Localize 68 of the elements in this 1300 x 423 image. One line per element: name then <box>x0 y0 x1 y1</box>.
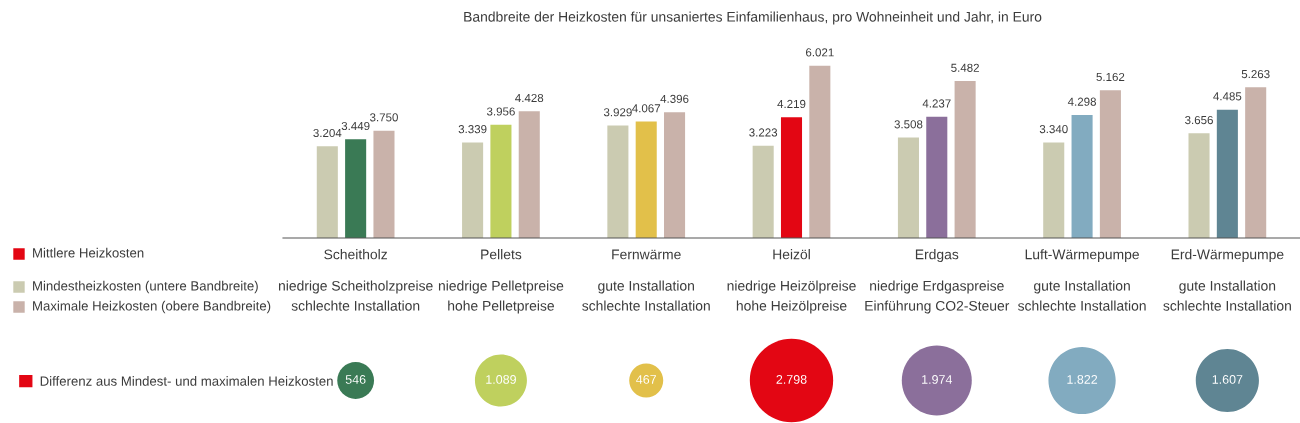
data-label: 3.339 <box>458 125 487 134</box>
data-label: 1.822 <box>1067 375 1098 384</box>
text: niedrige Pelletpreise hohe Pelletpreise <box>438 280 564 314</box>
text: niedrige Scheitholzpreise schlechte Installation <box>278 280 433 311</box>
x-tick-label: Erd-Wärmepumpe <box>1171 249 1284 263</box>
text: niedrige Heizölpreise hohe Heizölpreise <box>727 280 856 314</box>
x-tick-label: Scheitholz <box>324 249 387 260</box>
bar <box>345 139 367 238</box>
data-label: 3.929 <box>603 108 632 117</box>
data-label: 1.089 <box>486 375 516 384</box>
data-label: 4.485 <box>1213 92 1242 101</box>
bar <box>462 142 484 238</box>
data-label: 3.204 <box>313 128 342 138</box>
bar <box>809 65 831 238</box>
data-label: 3.656 <box>1185 115 1213 125</box>
text: niedrige Erdgaspreise Einführung CO2-Steuer <box>865 280 1010 314</box>
bar <box>518 111 540 238</box>
data-label: 1.607 <box>1212 375 1243 384</box>
data-label: 5.162 <box>1096 72 1125 82</box>
bar <box>1245 87 1267 238</box>
x-tick-label: Erdgas <box>915 249 959 263</box>
bar <box>1071 114 1093 238</box>
data-label: 5.482 <box>951 63 979 72</box>
bar <box>1099 90 1121 238</box>
data-label: 3.750 <box>369 113 398 122</box>
data-label: 546 <box>345 375 366 384</box>
bar <box>1216 109 1238 238</box>
data-label: 4.428 <box>515 93 544 103</box>
data-label: 3.340 <box>1039 125 1068 134</box>
bar <box>1043 142 1065 238</box>
bar <box>607 125 629 238</box>
data-label: 1.974 <box>922 375 953 384</box>
data-label: 4.396 <box>660 94 689 103</box>
data-label: 4.067 <box>632 104 661 113</box>
data-label: 3.508 <box>894 120 923 129</box>
bar <box>752 145 774 238</box>
legend-label: Differenz aus Mindest- und maximalen Heizkosten <box>40 376 333 386</box>
x-tick-label: Pellets <box>481 249 522 260</box>
text: gute Installation schlechte Installation <box>1163 280 1291 311</box>
legend-label: Maximale Heizkosten (obere Bandbreite) <box>33 300 271 314</box>
data-label: 5.263 <box>1241 69 1270 79</box>
data-label: 467 <box>636 375 657 384</box>
bar <box>926 116 948 238</box>
x-tick-label: Fernwärme <box>612 249 681 260</box>
bar <box>490 124 512 238</box>
bar <box>316 146 338 238</box>
legend-label: Mittlere Heizkosten <box>33 247 144 258</box>
bar <box>1188 133 1210 238</box>
bar <box>664 112 686 238</box>
data-label: 4.298 <box>1067 97 1096 106</box>
text: gute Installation schlechte Installation <box>582 280 710 311</box>
x-tick-label: Heizöl <box>773 249 810 260</box>
chart-title: Bandbreite der Heizkosten für unsaniertes Einfamilienhaus, pro Wohneinheit und Jahr, in Euro <box>464 11 1042 25</box>
data-label: 2.798 <box>776 375 807 384</box>
bar <box>954 81 976 238</box>
data-label: 3.223 <box>749 128 778 137</box>
legend-label: Mindestheizkosten (untere Bandbreite) <box>33 280 258 294</box>
bar <box>373 130 395 238</box>
data-label: 4.219 <box>777 99 806 109</box>
data-label: 4.237 <box>922 99 951 108</box>
bar <box>780 117 803 238</box>
bar <box>897 137 919 238</box>
bar <box>635 121 657 238</box>
data-label: 3.449 <box>341 121 370 131</box>
data-label: 6.021 <box>805 48 834 57</box>
text: gute Installation schlechte Installation <box>1017 280 1146 311</box>
data-label: 3.956 <box>486 107 515 116</box>
x-tick-label: Luft-Wärmepumpe <box>1025 249 1139 263</box>
